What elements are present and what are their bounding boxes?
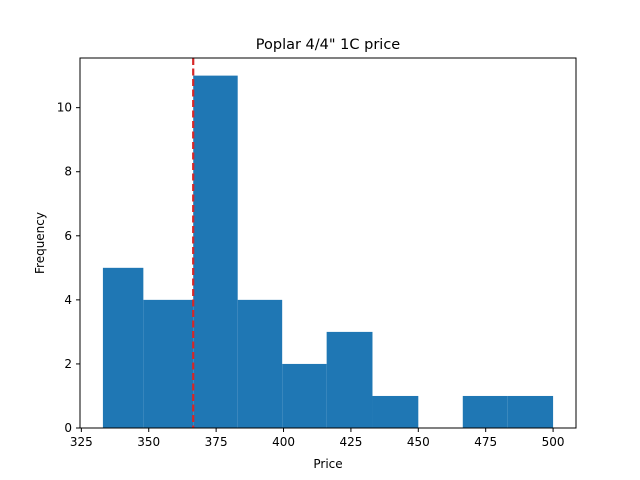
x-tick-label: 400 [272, 435, 295, 449]
x-tick-label: 325 [70, 435, 93, 449]
y-tick-label: 8 [64, 165, 72, 179]
x-axis-label: Price [313, 457, 342, 471]
histogram-bar-4 [237, 299, 283, 428]
bars-layer [102, 75, 554, 428]
histogram-bar-10 [507, 395, 554, 428]
x-tick-label: 425 [339, 435, 362, 449]
x-tick-label: 375 [205, 435, 228, 449]
histogram-bar-5 [282, 363, 327, 428]
plot-frame [79, 57, 577, 429]
histogram-bar-9 [462, 395, 508, 428]
x-tick-label: 350 [137, 435, 160, 449]
histogram-bar-6 [326, 331, 373, 428]
x-tick-label: 450 [407, 435, 430, 449]
y-axis-ticks: 0 2 4 6 8 10 [57, 101, 80, 435]
y-tick-label: 6 [64, 229, 72, 243]
x-axis-ticks: 325 350 375 400 425 450 475 500 [70, 428, 565, 449]
histogram-bar-3 [193, 75, 238, 428]
chart-title: Poplar 4/4" 1C price [256, 37, 401, 53]
histogram-bar-2 [143, 299, 194, 428]
histogram-bar-1 [102, 267, 144, 428]
x-tick-label: 475 [474, 435, 497, 449]
y-tick-label: 2 [64, 357, 72, 371]
y-axis-label: Frequency [33, 212, 47, 274]
y-tick-label: 4 [64, 293, 72, 307]
x-tick-label: 500 [542, 435, 565, 449]
histogram-bar-7 [372, 395, 419, 428]
y-tick-label: 10 [57, 101, 72, 115]
y-tick-label: 0 [64, 421, 72, 435]
